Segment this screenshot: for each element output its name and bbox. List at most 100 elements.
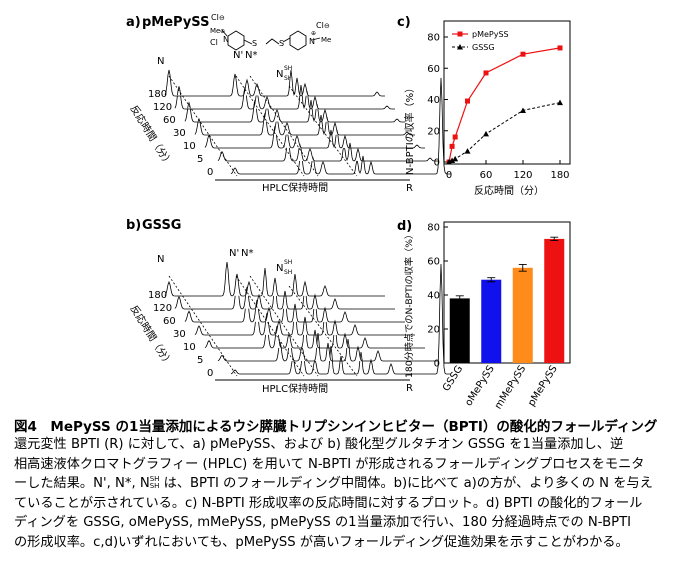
chem-plus-left: ⊕ xyxy=(220,28,225,35)
legend-label-gssg: GSSG xyxy=(472,43,495,52)
data-point-pmepyss xyxy=(483,70,489,76)
y-tick-label: 80 xyxy=(427,223,440,234)
x-tick-label: pMePySS xyxy=(526,364,560,409)
panel-a-xlabel: HPLC保持時間 xyxy=(262,181,328,194)
caption-body: 還元変性 BPTI (R) に対して、a) pMePySS、および b) 酸化型… xyxy=(14,435,677,553)
y-tick-label: 20 xyxy=(427,325,440,336)
time-label-30: 30 xyxy=(173,329,186,340)
time-label-180: 180 xyxy=(148,89,167,100)
time-label-120: 120 xyxy=(153,102,172,113)
x-tick-label: 120 xyxy=(513,170,532,181)
panel-c-frame xyxy=(443,20,571,165)
caption-line: ーした結果。N', N*, N SH SH は、BPTI のフォールディング中間体。… xyxy=(14,474,677,494)
data-point-pmepyss xyxy=(520,51,526,57)
peak-label-n-prime: N' xyxy=(229,248,239,259)
figure: a) pMePySS Cl ⊖ Me N ⊕ Cl S S N ⊕ Me Cl … xyxy=(126,13,571,411)
data-point-gssg xyxy=(557,99,563,106)
time-label-10: 10 xyxy=(183,141,196,152)
chromatogram-trace xyxy=(204,319,425,349)
peak-guide-line xyxy=(168,275,238,377)
peak-guide-line xyxy=(288,285,358,377)
panel-c: c) 0 20 40 60 80 0 60 120 180 pMePySS GSSG N-BPT… xyxy=(397,15,571,197)
panel-b-xlabel: HPLC保持時間 xyxy=(262,382,328,395)
caption-line: 還元変性 BPTI (R) に対して、a) pMePySS、および b) 酸化型… xyxy=(14,437,624,452)
chromatogram-trace xyxy=(194,306,415,336)
time-label-10: 10 xyxy=(183,342,196,353)
caption-line: ディングを GSSG, oMePySS, mMePySS, pMePySS の1… xyxy=(14,515,632,531)
error-bar xyxy=(518,263,527,272)
chem-me-right: Me xyxy=(321,36,331,44)
pmepyss-structure xyxy=(221,29,321,51)
peak-guide-line xyxy=(235,75,305,177)
caption-sup: SH xyxy=(149,475,160,484)
error-bar xyxy=(550,236,559,242)
peak-label-nshsh: N xyxy=(276,69,283,80)
panel-b-letter: b) xyxy=(126,218,141,233)
peak-label-nshsh: N xyxy=(276,263,283,274)
y-tick-label: 20 xyxy=(427,126,440,137)
chem-cl-right: Cl xyxy=(316,21,324,30)
chem-n-left: N xyxy=(223,35,229,44)
panel-a-time-labels: 180 120 60 30 10 5 0 xyxy=(148,89,213,178)
caption-text: は、BPTI のフォールディング中間体。b)に比べて a)の方が、より多くの N… xyxy=(159,476,653,492)
chromatogram-trace xyxy=(184,293,405,323)
panel-c-legend: pMePySS GSSG xyxy=(452,30,509,52)
panel-b-r-label: R xyxy=(406,383,413,394)
peak-label-nshsh-sup: SH xyxy=(284,65,292,72)
chem-me-left: Me xyxy=(210,27,220,35)
x-tick-label: 180 xyxy=(550,170,569,181)
x-tick-label: oMePySS xyxy=(463,364,496,408)
y-tick-label: 0 xyxy=(434,359,440,370)
chem-s2: S xyxy=(279,39,284,48)
time-label-60: 60 xyxy=(163,115,176,126)
y-tick-label: 80 xyxy=(427,33,440,44)
chem-cl-left-2: Cl xyxy=(210,38,218,47)
panel-a-letter: a) xyxy=(126,15,141,30)
panel-d-bars xyxy=(449,236,565,363)
x-tick-label: mMePySS xyxy=(493,364,528,410)
y-tick-label: 40 xyxy=(427,95,440,106)
chem-cl-left: Cl xyxy=(211,13,219,22)
chromatogram-trace xyxy=(184,99,405,123)
data-point-gssg xyxy=(464,148,471,154)
chem-s1: S xyxy=(252,39,257,48)
figure-svg: a) pMePySS Cl ⊖ Me N ⊕ Cl S S N ⊕ Me Cl … xyxy=(126,13,571,411)
chromatogram-trace xyxy=(217,138,438,162)
data-point-gssg xyxy=(483,130,489,137)
chromatogram-trace xyxy=(230,77,451,175)
panel-b-time-labels: 180 120 60 30 10 5 0 xyxy=(148,290,213,379)
peak-label-n-star: N* xyxy=(241,248,253,259)
time-label-5: 5 xyxy=(197,355,203,366)
x-tick-label: 60 xyxy=(480,170,493,181)
legend-marker-pmepyss xyxy=(457,31,463,37)
caption-title: 図4 MePySS の1当量添加によるウシ膵臓トリプシンインヒビター（BPTI）… xyxy=(14,419,658,435)
panel-c-letter: c) xyxy=(397,15,411,30)
time-label-0: 0 xyxy=(207,368,213,379)
x-tick-label: 0 xyxy=(446,170,452,181)
chromatogram-trace xyxy=(174,277,395,310)
chromatogram-trace xyxy=(174,84,395,110)
data-point-gssg xyxy=(449,157,456,163)
caption-line: 相高速液体クロマトグラフィー (HPLC) を用いて N-BPTI が形成される… xyxy=(14,456,645,472)
data-point-pmepyss xyxy=(449,143,455,149)
caption-line: ていることが示されている。c) N-BPTI 形成収率の反応時間に対するプロット… xyxy=(14,495,643,511)
time-label-0: 0 xyxy=(207,167,213,178)
peak-label-n-star: N* xyxy=(245,50,257,61)
panel-d-letter: d) xyxy=(397,219,412,234)
bar-mmepyss xyxy=(512,267,533,363)
error-bar xyxy=(487,277,496,283)
data-point-gssg xyxy=(520,107,526,113)
peak-label-nshsh-sub: SH xyxy=(284,269,292,276)
panel-d-ylabel: 180分時点でのN-BPTIの収率（%） xyxy=(403,230,415,378)
chem-minus-left: ⊖ xyxy=(219,14,225,22)
legend-label-pmepyss: pMePySS xyxy=(472,30,509,39)
chem-minus-right: ⊖ xyxy=(324,22,330,30)
data-point-pmepyss xyxy=(465,98,470,104)
peak-label-nshsh-sup: SH xyxy=(284,259,292,266)
bar-omepyss xyxy=(481,279,502,363)
peak-guide-line xyxy=(288,85,358,177)
data-point-gssg xyxy=(446,159,452,165)
peak-label-n-prime: N' xyxy=(233,50,243,61)
peak-label-n: N xyxy=(157,56,164,67)
